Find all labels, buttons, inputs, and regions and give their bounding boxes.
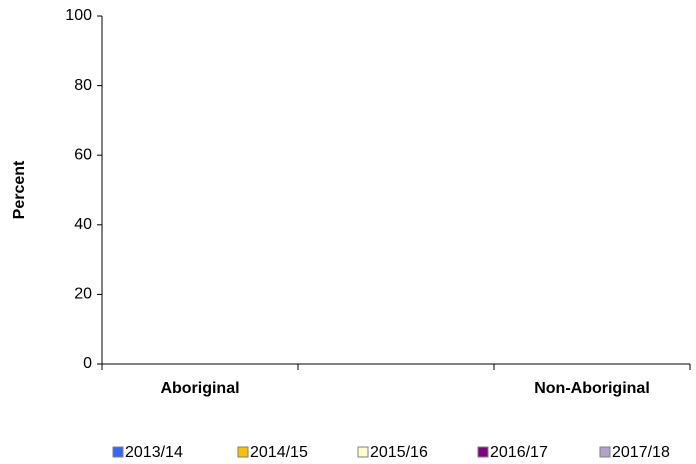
y-tick-label: 100: [65, 7, 92, 24]
legend-label: 2013/14: [125, 444, 183, 461]
legend-label: 2017/18: [612, 444, 670, 461]
y-tick-label: 80: [74, 77, 92, 94]
y-tick-label: 20: [74, 286, 92, 303]
y-axis-label: Percent: [11, 160, 28, 219]
legend-swatch: [237, 446, 249, 458]
y-tick-label: 40: [74, 216, 92, 233]
y-tick-label: 0: [83, 355, 92, 372]
legend-swatch: [477, 446, 489, 458]
legend-label: 2014/15: [250, 444, 308, 461]
legend-swatch: [112, 446, 124, 458]
y-tick-label: 60: [74, 146, 92, 163]
legend-label: 2015/16: [370, 444, 428, 461]
legend-swatch: [599, 446, 611, 458]
x-tick-label: Non-Aboriginal: [534, 380, 650, 397]
legend-label: 2016/17: [490, 444, 548, 461]
legend-swatch: [357, 446, 369, 458]
x-tick-label: Aboriginal: [160, 380, 239, 397]
